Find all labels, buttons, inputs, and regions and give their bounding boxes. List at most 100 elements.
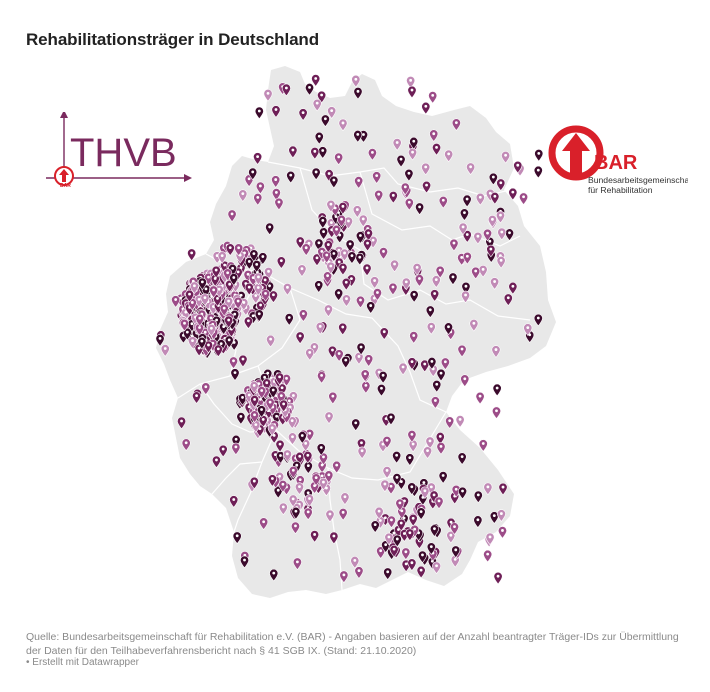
location-marker-dot	[298, 454, 302, 458]
location-marker-dot	[400, 509, 404, 513]
bar-logo: BAR Bundesarbeitsgemeinschaft für Rehabi…	[548, 125, 688, 195]
location-marker	[339, 570, 349, 584]
location-marker-dot	[210, 326, 213, 330]
location-marker	[187, 248, 197, 262]
location-marker-dot	[499, 258, 503, 262]
location-marker	[496, 256, 506, 269]
location-marker-dot	[262, 520, 266, 524]
location-marker	[301, 243, 311, 256]
location-marker	[288, 494, 298, 508]
location-marker	[311, 74, 321, 87]
location-marker-dot	[407, 171, 411, 175]
location-marker-dot	[247, 260, 251, 263]
location-marker-dot	[322, 480, 325, 484]
location-marker	[475, 391, 485, 405]
source-note: Quelle: Bundesarbeitsgemeinschaft für Re…	[26, 631, 679, 657]
location-marker-dot	[335, 227, 338, 231]
location-marker-dot	[421, 553, 424, 557]
location-marker-dot	[295, 560, 299, 564]
location-marker-dot	[463, 377, 467, 381]
location-marker-dot	[511, 190, 515, 194]
location-marker-dot	[418, 277, 421, 280]
location-marker	[407, 482, 417, 496]
location-marker-dot	[464, 284, 468, 288]
location-marker	[211, 265, 221, 279]
location-marker-dot	[216, 347, 220, 351]
location-marker-dot	[257, 275, 260, 279]
location-marker-dot	[259, 303, 262, 307]
location-marker-dot	[251, 170, 255, 174]
location-marker-dot	[268, 400, 272, 404]
location-marker	[288, 432, 298, 446]
location-marker-dot	[429, 485, 433, 489]
location-marker	[412, 263, 422, 276]
location-marker	[253, 152, 263, 165]
location-marker	[372, 171, 382, 184]
location-marker-dot	[285, 452, 289, 456]
location-marker-dot	[412, 334, 416, 337]
location-marker-dot	[423, 362, 427, 366]
location-marker	[334, 349, 344, 362]
location-marker-dot	[430, 359, 434, 363]
location-marker-dot	[411, 442, 415, 446]
location-marker-dot	[247, 393, 251, 397]
location-marker	[188, 336, 198, 349]
location-marker-dot	[239, 415, 243, 418]
location-marker	[362, 263, 372, 277]
location-marker-dot	[438, 434, 442, 438]
location-marker-dot	[476, 493, 480, 497]
bar-logo-text: BAR	[594, 152, 638, 174]
location-marker	[351, 74, 361, 88]
location-marker-dot	[265, 381, 269, 385]
location-marker	[316, 443, 326, 456]
location-marker-dot	[428, 308, 432, 312]
location-marker	[501, 151, 511, 164]
location-marker-dot	[321, 218, 325, 222]
location-marker	[303, 450, 313, 464]
location-marker-dot	[268, 225, 272, 229]
location-marker-dot	[453, 557, 457, 561]
location-marker-dot	[492, 514, 496, 518]
location-marker	[180, 318, 190, 332]
location-marker	[364, 354, 374, 367]
location-marker-dot	[431, 94, 435, 97]
location-marker-dot	[291, 497, 295, 501]
location-marker-dot	[424, 104, 428, 108]
location-marker-dot	[526, 326, 530, 330]
location-marker-dot	[255, 262, 259, 266]
location-marker-dot	[344, 358, 348, 362]
location-marker-dot	[217, 287, 221, 291]
location-marker-dot	[284, 86, 288, 90]
location-marker-dot	[256, 195, 260, 199]
location-marker	[317, 371, 327, 384]
location-marker-dot	[383, 516, 387, 520]
location-marker	[400, 182, 410, 196]
location-marker	[297, 431, 307, 444]
location-marker	[326, 199, 336, 213]
location-marker-dot	[465, 254, 469, 258]
location-marker	[519, 192, 529, 206]
location-marker-dot	[481, 267, 485, 271]
location-marker-dot	[377, 192, 381, 196]
location-marker-dot	[241, 396, 244, 399]
location-marker	[278, 479, 288, 493]
location-marker	[444, 149, 454, 163]
location-marker-dot	[337, 352, 341, 355]
location-marker-dot	[204, 385, 208, 389]
location-marker-dot	[313, 345, 316, 349]
location-marker-dot	[326, 274, 330, 278]
location-marker-dot	[190, 322, 194, 326]
location-marker	[488, 172, 498, 186]
location-marker-dot	[354, 421, 358, 425]
location-marker	[310, 530, 320, 543]
location-marker-dot	[266, 91, 270, 95]
location-marker-dot	[373, 279, 377, 282]
location-marker-dot	[397, 528, 400, 531]
location-marker	[318, 477, 328, 491]
location-marker-dot	[491, 175, 495, 179]
location-marker	[218, 444, 228, 458]
location-marker-dot	[465, 197, 469, 201]
location-marker-dot	[413, 527, 417, 531]
location-marker	[224, 315, 234, 329]
location-marker-dot	[251, 314, 255, 318]
